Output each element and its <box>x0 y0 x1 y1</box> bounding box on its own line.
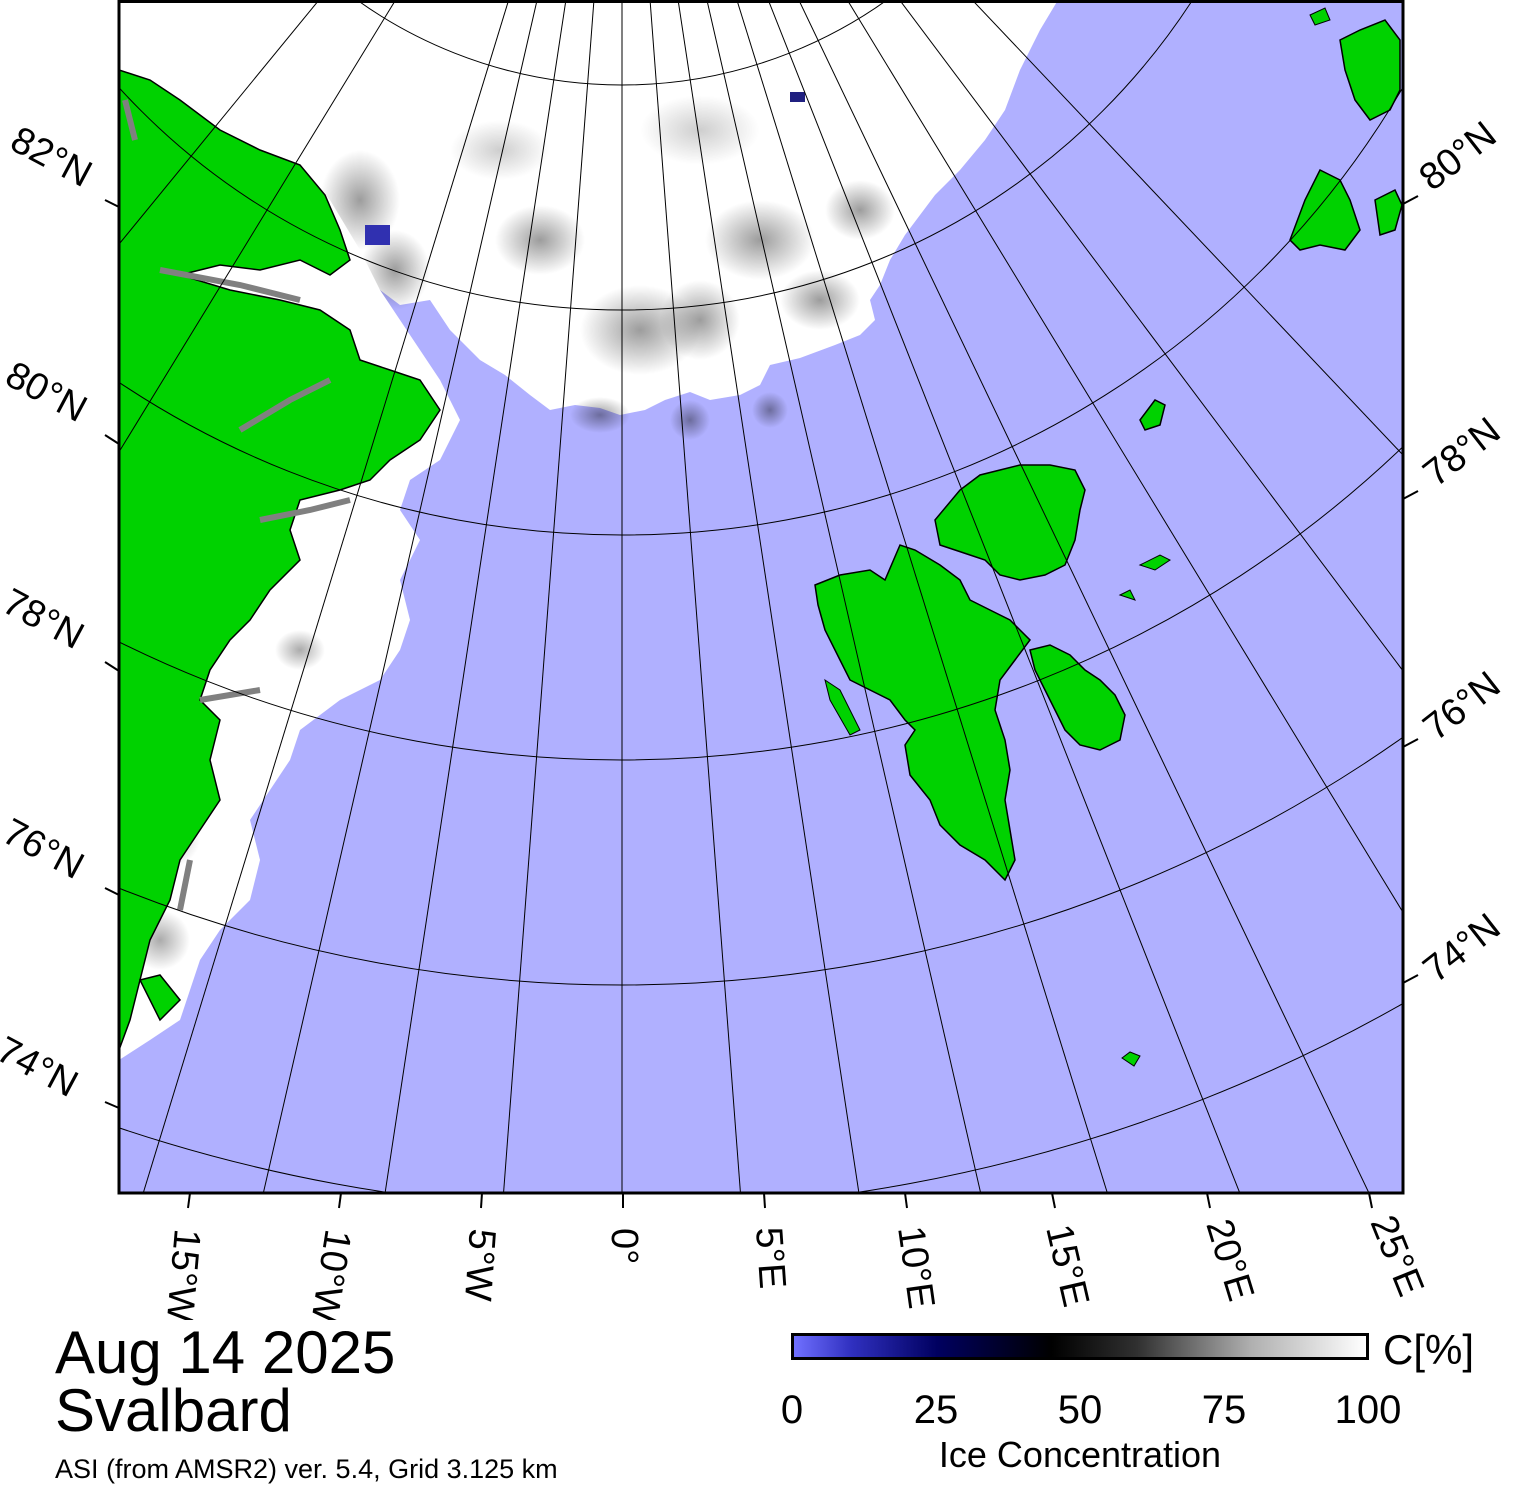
lat-label-right-74: 74°N <box>1416 906 1509 991</box>
ice-concentration-patches <box>320 95 895 440</box>
data-source-note: ASI (from AMSR2) ver. 5.4, Grid 3.125 km <box>55 1454 558 1484</box>
spitsbergen-island <box>814 544 1031 882</box>
lat-label-left-78: 78°N <box>0 581 90 658</box>
lat-label-right-78: 78°N <box>1416 410 1509 495</box>
greenland-fjords <box>122 99 351 911</box>
colorbar-tick-50: 50 <box>1057 1388 1103 1432</box>
colorbar-tick-100: 100 <box>1334 1388 1402 1432</box>
lon-label-25e: 25°E <box>1362 1210 1432 1303</box>
kvitoya-island <box>1139 399 1166 431</box>
ice-concentration-colorbar <box>791 1333 1369 1360</box>
franz-josef-land <box>1289 168 1361 251</box>
lon-label-10e: 10°E <box>889 1223 942 1311</box>
nordaustlandet-island <box>934 464 1086 581</box>
lon-label-0: 0° <box>603 1228 645 1264</box>
lon-label-15e: 15°E <box>1037 1221 1097 1311</box>
colorbar-unit: C[%] <box>1383 1326 1475 1373</box>
edgeoya-island <box>1029 644 1126 751</box>
lat-label-right-76: 76°N <box>1416 664 1509 749</box>
lat-label-left-76: 76°N <box>0 811 90 888</box>
map-frame <box>117 0 1405 1195</box>
map-region: Svalbard <box>55 1377 292 1444</box>
colorbar-tick-0: 0 <box>780 1388 804 1432</box>
lat-label-left-80: 80°N <box>0 354 93 431</box>
lat-label-right-80: 80°N <box>1412 114 1505 199</box>
map-date: Aug 14 2025 <box>55 1319 396 1386</box>
bjornoya-island <box>1121 1051 1141 1067</box>
lat-label-left-74: 74°N <box>0 1029 84 1106</box>
lon-label-15w: 15°W <box>158 1227 208 1320</box>
greenland-land <box>119 69 441 1051</box>
lon-label-20e: 20°E <box>1197 1214 1261 1305</box>
graticule-meridians <box>119 0 1403 1193</box>
lon-label-5e: 5°E <box>747 1226 793 1290</box>
colorbar-tick-25: 25 <box>913 1388 959 1432</box>
lon-label-5w: 5°W <box>456 1227 503 1302</box>
sea-ice-map: 82°N 80°N 78°N 76°N 74°N 80°N 78°N 76°N … <box>0 0 1509 1320</box>
colorbar-title: Ice Concentration <box>938 1434 1222 1475</box>
lon-label-10w: 10°W <box>302 1227 358 1320</box>
colorbar-tick-75: 75 <box>1201 1388 1247 1432</box>
lat-label-left-82: 82°N <box>4 119 99 196</box>
